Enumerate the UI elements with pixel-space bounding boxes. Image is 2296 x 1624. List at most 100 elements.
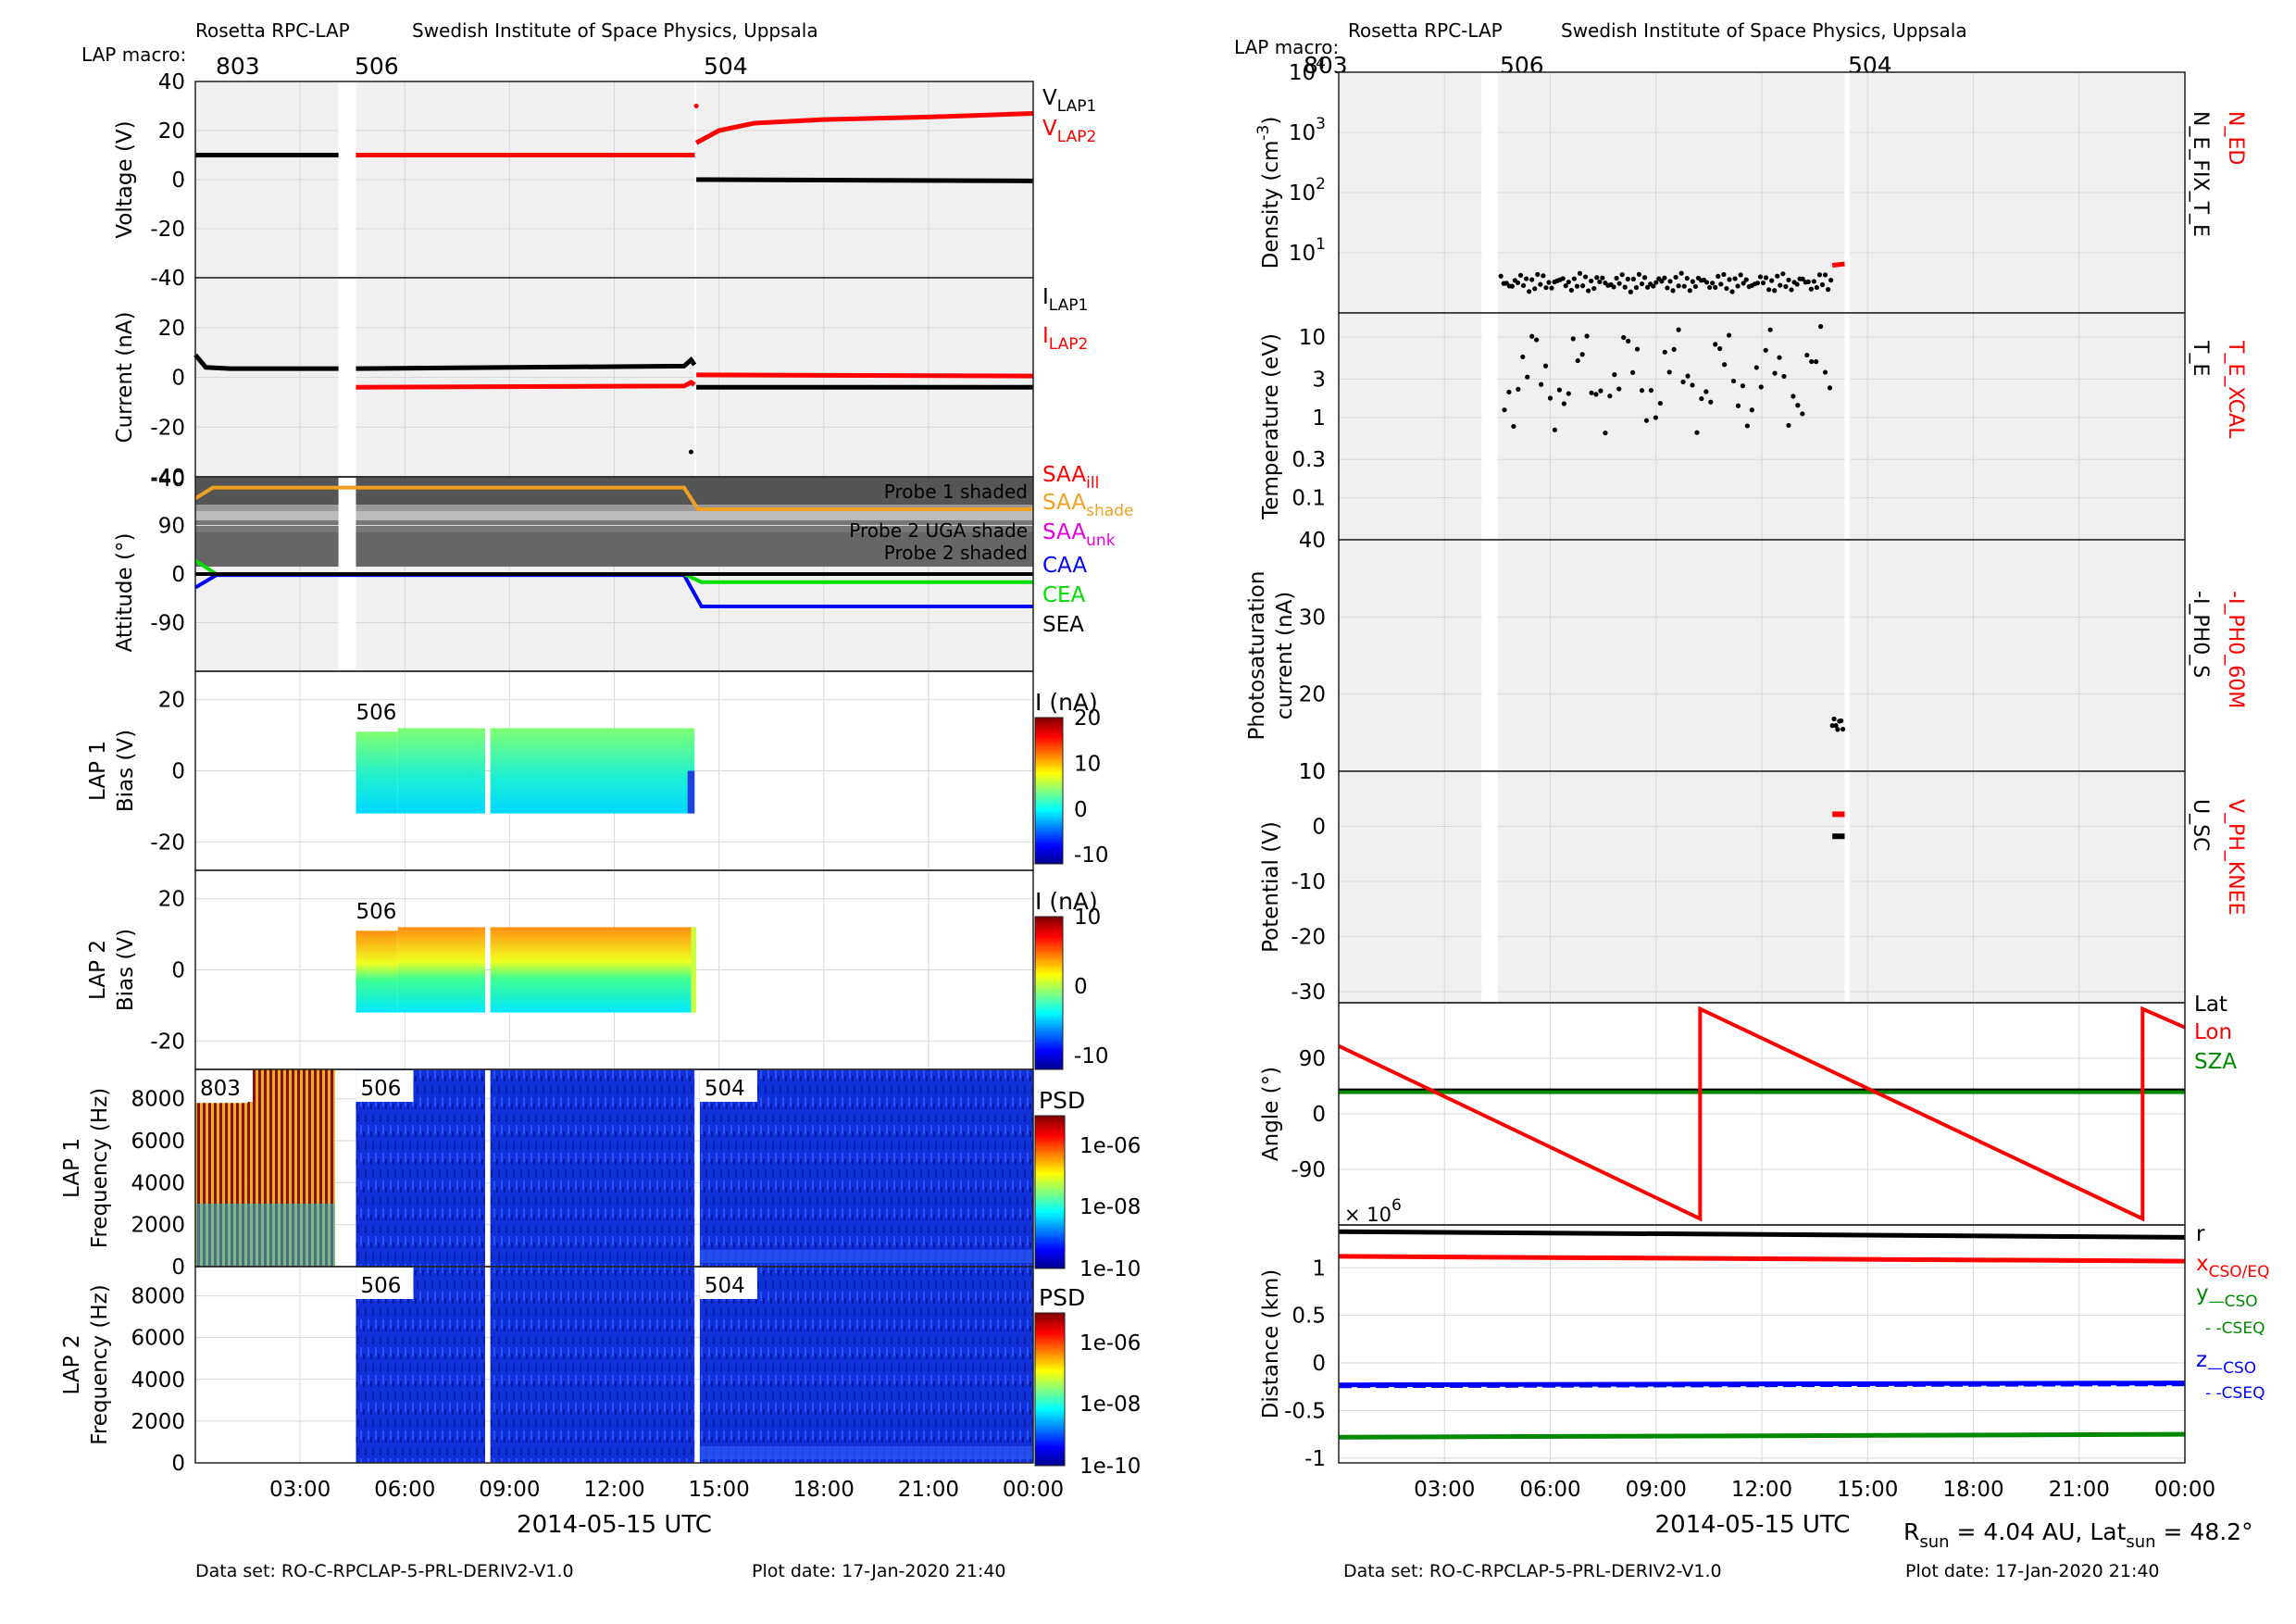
density-point <box>1571 276 1577 281</box>
temperature-point <box>1639 388 1645 394</box>
potential-right-label-1: U_SC <box>2189 799 2212 851</box>
temperature-point <box>1561 401 1566 406</box>
density-point <box>1563 283 1568 289</box>
left-xtick: 15:00 <box>688 1478 749 1502</box>
angle-legend-0: Lat <box>2194 993 2227 1017</box>
lap1psd-colorbar-tick: 1e-08 <box>1079 1195 1141 1219</box>
temperature-point <box>1547 395 1554 401</box>
photosat-ylabel: Photosaturation <box>1245 571 1269 741</box>
temperature-point <box>1740 383 1746 389</box>
lap2bias-colorbar-title: I (nA) <box>1035 888 1098 915</box>
temperature-point <box>1579 352 1585 357</box>
current-legend-1: ILAP2 <box>1042 324 1088 354</box>
density-point <box>1520 282 1527 288</box>
lap2bias-heatmap-block <box>490 927 695 1013</box>
lap1psd-colorbar-tick: 1e-10 <box>1079 1257 1141 1281</box>
density-point <box>1775 273 1780 279</box>
density-point <box>1678 270 1684 276</box>
temperature-point <box>1534 337 1540 343</box>
temperature-point <box>1552 427 1558 432</box>
right-xtick: 09:00 <box>1626 1478 1687 1502</box>
temperature-point <box>1502 407 1507 413</box>
distance-legend-5: - -CSEQ <box>2205 1384 2265 1403</box>
temperature-point <box>1589 390 1594 395</box>
temperature-point <box>1822 369 1828 375</box>
lap1psd-ytick: 0 <box>171 1255 185 1280</box>
voltage-ytick: -20 <box>150 218 185 242</box>
density-point <box>1822 272 1828 278</box>
lap1bias-heatmap-block <box>490 728 695 814</box>
voltage-ytick: 20 <box>158 119 185 144</box>
lap1psd-ytick: 8000 <box>131 1088 185 1112</box>
temperature-point <box>1662 349 1667 355</box>
potential-panel <box>1339 771 2185 1003</box>
density-point <box>1589 278 1594 284</box>
left-xtick: 18:00 <box>793 1478 855 1502</box>
density-point <box>1591 285 1597 292</box>
attitude-series-SAA <box>193 485 1033 511</box>
lap2psd-ytick: 8000 <box>131 1285 185 1309</box>
temperature-point <box>1777 355 1782 360</box>
density-point <box>1673 274 1678 281</box>
temperature-right-label-1: T_E <box>2189 340 2212 376</box>
distance-series-z <box>1338 1380 2186 1388</box>
right-xlabel: 2014-05-15 UTC <box>1655 1511 1851 1539</box>
attitude-ytick: -90 <box>150 612 185 636</box>
distance-ytick: 0.5 <box>1292 1305 1326 1329</box>
current-series-I_LAP1 <box>356 356 697 371</box>
distance-ytick: -0.5 <box>1284 1399 1326 1423</box>
density-ytick: 102 <box>1289 175 1326 206</box>
temperature-right-label-0: T_E_XCAL <box>2224 340 2247 439</box>
density-point <box>1538 281 1543 287</box>
attitude-shade-label-1: Probe 2 UGA shade <box>849 519 1028 542</box>
density-ylabel: Density (cm-3) <box>1254 117 1283 269</box>
temperature-point <box>1621 334 1627 341</box>
lap2psd-ytick: 6000 <box>131 1327 185 1351</box>
density-point <box>1628 289 1633 294</box>
lap2psd-macro-box <box>699 1268 757 1299</box>
density-point <box>1535 271 1541 277</box>
density-gap <box>1481 73 1498 312</box>
potential-ytick: -30 <box>1291 981 1326 1005</box>
temperature-point <box>1726 332 1732 338</box>
lap1psd-macro-label: 506 <box>360 1077 401 1101</box>
density-point <box>1532 286 1538 292</box>
lap2psd-ylabel: LAP 2 <box>60 1335 84 1395</box>
left-macro-803: 803 <box>216 53 260 80</box>
current-ytick: -20 <box>150 416 185 440</box>
potential-ytick: 0 <box>1312 816 1326 840</box>
density-point <box>1560 276 1566 281</box>
lap2psd-spectrogram-506 <box>490 1267 695 1463</box>
density-point <box>1772 288 1778 294</box>
distance-ytick: 0 <box>1312 1352 1326 1376</box>
angle-series-Lon <box>1338 1006 2186 1222</box>
temperature-point <box>1525 374 1530 380</box>
temperature-point <box>1708 399 1714 405</box>
temperature-point <box>1749 407 1754 413</box>
lap1psd-colorbar-tick: 1e-06 <box>1079 1134 1141 1158</box>
lap2psd-colorbar-tick: 1e-06 <box>1079 1331 1141 1355</box>
distance-panel <box>1443 1225 2080 1463</box>
temperature-point <box>1616 386 1622 392</box>
lap2bias-heatmap-edge <box>691 927 697 1013</box>
temperature-point <box>1800 411 1805 417</box>
density-point <box>1707 284 1713 291</box>
density-point <box>1662 275 1667 281</box>
temperature-point <box>1643 418 1650 423</box>
left-footer-plotdate: Plot date: 17-Jan-2020 21:40 <box>752 1561 1006 1581</box>
temperature-point <box>1767 327 1773 332</box>
lap1psd-macro-label: 803 <box>200 1077 241 1101</box>
temperature-point <box>1570 336 1576 342</box>
density-ytick: 101 <box>1289 235 1326 266</box>
density-point <box>1783 283 1789 290</box>
lap2bias-colorbar <box>1034 916 1064 1070</box>
rsun-lat-label: Rsun = 4.04 AU, Latsun = 48.2° <box>1903 1518 2253 1552</box>
lap2psd-spectrogram-504-low <box>699 1446 1033 1459</box>
temperature-point <box>1607 394 1613 399</box>
density-point <box>1684 275 1690 281</box>
lap2psd-ytick: 2000 <box>131 1410 185 1434</box>
density-point <box>1633 284 1640 291</box>
lap2bias-macro-label: 506 <box>356 900 396 924</box>
temperature-point <box>1791 394 1796 399</box>
